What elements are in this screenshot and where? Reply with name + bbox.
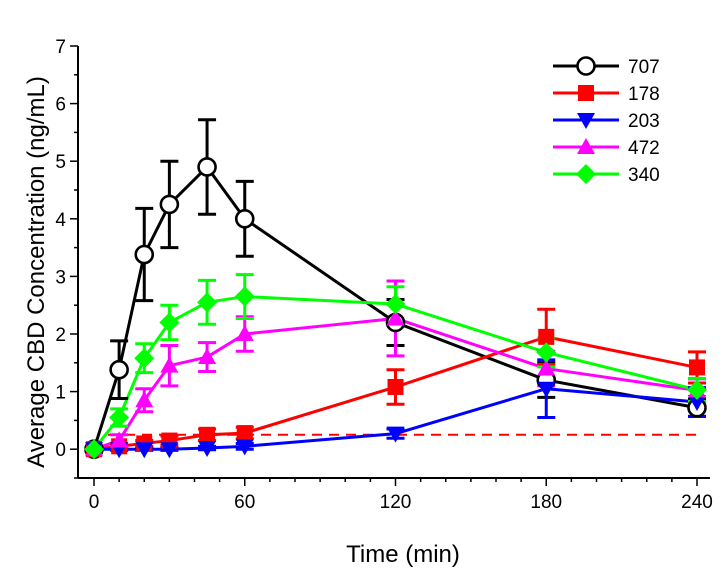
y-tick-label: 6 xyxy=(55,95,66,116)
x-tick-label: 0 xyxy=(89,492,100,513)
data-point-178 xyxy=(199,426,216,443)
legend-label-203: 203 xyxy=(628,111,660,132)
legend: 707 178 203 472 340 xyxy=(553,56,660,186)
data-point-203 xyxy=(688,394,706,411)
data-point-178 xyxy=(387,378,404,395)
data-point-707 xyxy=(197,157,217,177)
data-point-203 xyxy=(135,442,154,459)
markers-layer xyxy=(84,157,707,460)
data-point-472 xyxy=(110,431,129,448)
data-point-203 xyxy=(160,442,179,459)
data-point-340 xyxy=(197,292,218,313)
data-point-178 xyxy=(538,328,555,345)
data-point-178 xyxy=(236,425,253,442)
data-point-203 xyxy=(386,426,405,443)
x-tick-label: 240 xyxy=(681,492,713,513)
legend-marker-178 xyxy=(578,85,594,101)
data-point-707 xyxy=(234,209,255,229)
legend-marker-203 xyxy=(577,113,595,129)
y-tick-label: 3 xyxy=(55,267,66,288)
y-tick-label: 1 xyxy=(55,383,66,404)
data-point-340 xyxy=(234,286,255,307)
data-point-203 xyxy=(537,381,556,398)
x-tick-label: 120 xyxy=(380,492,412,513)
data-point-707 xyxy=(134,244,155,265)
y-tick-label: 5 xyxy=(55,152,66,173)
y-axis-title: Average CBD Concentration (ng/mL) xyxy=(23,76,50,468)
legend-label-472: 472 xyxy=(628,138,660,159)
data-point-340 xyxy=(385,294,406,315)
legend-label-340: 340 xyxy=(628,165,660,186)
legend-marker-472 xyxy=(577,138,595,154)
axes-layer: 0 1 2 3 4 5 6 7 0 60 120 180 240 xyxy=(55,37,712,513)
data-point-340 xyxy=(536,342,557,363)
legend-marker-340 xyxy=(576,164,596,184)
data-point-472 xyxy=(537,359,556,376)
x-tick-label: 60 xyxy=(234,492,255,513)
data-point-178 xyxy=(689,359,705,376)
data-point-203 xyxy=(198,441,217,458)
data-point-707 xyxy=(109,359,129,380)
y-tick-label: 2 xyxy=(55,325,66,346)
y-tick-label: 7 xyxy=(55,37,66,58)
legend-marker-707 xyxy=(576,56,596,76)
data-point-472 xyxy=(386,309,405,326)
y-tick-label: 4 xyxy=(55,210,66,231)
data-point-472 xyxy=(135,391,154,408)
data-point-203 xyxy=(235,439,254,456)
data-point-472 xyxy=(160,356,179,373)
x-tick-label: 180 xyxy=(530,492,562,513)
y-tick-label: 0 xyxy=(55,440,66,461)
data-point-340 xyxy=(109,407,130,428)
legend-label-178: 178 xyxy=(628,84,660,105)
data-point-707 xyxy=(159,194,180,215)
data-point-340 xyxy=(159,312,180,333)
data-point-340 xyxy=(687,379,707,400)
data-point-472 xyxy=(235,325,254,341)
data-point-472 xyxy=(198,348,217,365)
data-point-340 xyxy=(134,348,155,369)
x-axis-title: Time (min) xyxy=(346,541,460,568)
legend-label-707: 707 xyxy=(628,57,660,78)
data-point-340 xyxy=(84,439,104,460)
